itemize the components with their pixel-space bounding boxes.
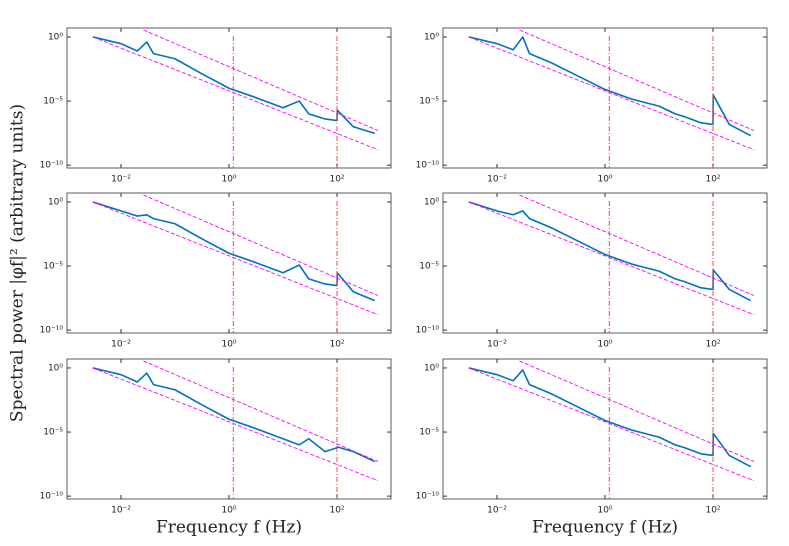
x-tick-label: 10⁰ xyxy=(221,175,236,185)
y-tick-label: 10⁰ xyxy=(48,363,63,373)
x-tick-label: 10² xyxy=(329,340,344,350)
x-tick-label: 10⁰ xyxy=(221,506,236,516)
y-tick-label: 10⁻⁵ xyxy=(43,262,63,272)
y-tick-label: 10⁰ xyxy=(424,363,439,373)
y-tick-label: 10⁻⁵ xyxy=(419,97,439,107)
x-tick-label: 10² xyxy=(329,175,344,185)
reference-line xyxy=(92,36,379,151)
reference-line xyxy=(519,29,755,131)
plot-area xyxy=(92,194,379,333)
x-tick-label: 10² xyxy=(329,506,344,516)
x-tick-label: 10² xyxy=(705,175,720,185)
axes-frame xyxy=(442,192,768,334)
plot-area xyxy=(468,29,755,168)
y-tick-label: 10⁰ xyxy=(48,197,63,207)
reference-line xyxy=(143,194,379,296)
x-tick-label: 10² xyxy=(705,506,720,516)
reference-line xyxy=(92,367,379,482)
y-tick-label: 10⁻¹⁰ xyxy=(40,326,64,336)
x-tick-label: 10⁻² xyxy=(487,506,507,516)
plot-area xyxy=(468,194,755,333)
x-tick-label: 10⁰ xyxy=(597,340,612,350)
axes-frame xyxy=(66,27,392,169)
reference-line xyxy=(468,36,755,151)
plot-area xyxy=(468,360,755,499)
y-tick-label: 10⁰ xyxy=(424,197,439,207)
axes-frame xyxy=(442,358,768,500)
x-axis-label: Frequency f (Hz) xyxy=(532,518,678,538)
reference-line xyxy=(468,201,755,316)
x-tick-label: 10⁻² xyxy=(111,175,131,185)
y-tick-label: 10⁻⁵ xyxy=(419,428,439,438)
x-tick-label: 10⁻² xyxy=(111,340,131,350)
y-axis-label: Spectral power |φf|² (arbitrary units) xyxy=(8,104,28,422)
reference-line xyxy=(519,360,755,462)
y-tick-label: 10⁻¹⁰ xyxy=(416,326,440,336)
reference-line xyxy=(143,360,379,462)
axes-frame xyxy=(66,358,392,500)
x-tick-label: 10⁻² xyxy=(111,506,131,516)
reference-line xyxy=(519,194,755,296)
y-tick-label: 10⁻⁵ xyxy=(43,97,63,107)
x-tick-label: 10⁰ xyxy=(597,506,612,516)
reference-line xyxy=(92,201,379,316)
y-tick-label: 10⁻¹⁰ xyxy=(40,161,64,171)
axes-frame xyxy=(66,192,392,334)
x-axis-label: Frequency f (Hz) xyxy=(156,518,302,538)
y-tick-label: 10⁻¹⁰ xyxy=(40,492,64,502)
x-tick-label: 10⁰ xyxy=(221,340,236,350)
y-tick-label: 10⁰ xyxy=(48,32,63,42)
x-tick-label: 10⁻² xyxy=(487,340,507,350)
reference-line xyxy=(468,367,755,482)
axes-frame xyxy=(442,27,768,169)
y-tick-label: 10⁰ xyxy=(424,32,439,42)
reference-line xyxy=(143,29,379,131)
y-tick-label: 10⁻¹⁰ xyxy=(416,161,440,171)
y-tick-label: 10⁻¹⁰ xyxy=(416,492,440,502)
x-tick-label: 10⁻² xyxy=(487,175,507,185)
x-tick-label: 10⁰ xyxy=(597,175,612,185)
y-tick-label: 10⁻⁵ xyxy=(419,262,439,272)
y-tick-label: 10⁻⁵ xyxy=(43,428,63,438)
x-tick-label: 10² xyxy=(705,340,720,350)
plot-area xyxy=(92,29,379,168)
spectrum-line xyxy=(468,36,752,137)
plot-area xyxy=(92,360,379,499)
